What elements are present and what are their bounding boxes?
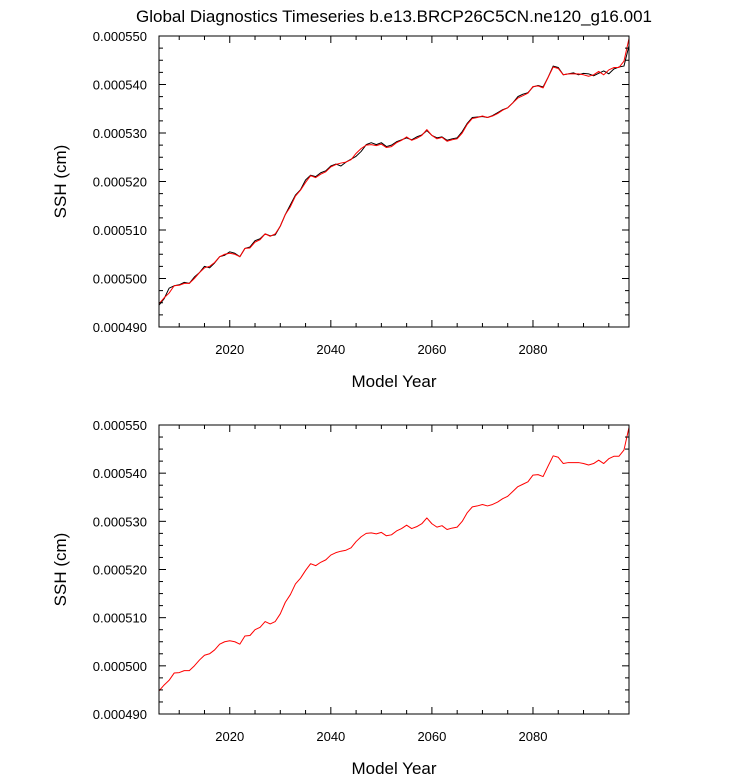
series-line-monthly bbox=[159, 45, 629, 306]
plot-frame bbox=[158, 35, 630, 328]
chart-panel-1: Global Diagnostics Timeseries b.e13.BRCP… bbox=[51, 7, 652, 391]
series-group bbox=[159, 427, 629, 692]
x-tick-label: 2020 bbox=[215, 729, 244, 744]
y-tick-label: 0.000540 bbox=[93, 78, 147, 93]
y-tick-label: 0.000550 bbox=[93, 418, 147, 433]
y-tick-label: 0.000510 bbox=[93, 611, 147, 626]
y-tick-label: 0.000540 bbox=[93, 466, 147, 481]
plot-frame bbox=[158, 424, 630, 715]
y-tick-label: 0.000500 bbox=[93, 659, 147, 674]
series-group bbox=[159, 38, 629, 306]
x-tick-label: 2040 bbox=[316, 342, 345, 357]
x-tick-label: 2040 bbox=[316, 729, 345, 744]
x-axis-title: Model Year bbox=[351, 372, 436, 391]
y-tick-label: 0.000520 bbox=[93, 563, 147, 578]
y-axis-title: SSH (cm) bbox=[51, 533, 70, 607]
y-tick-label: 0.000530 bbox=[93, 126, 147, 141]
y-tick-label: 0.000520 bbox=[93, 175, 147, 190]
series-line-annual-mean bbox=[159, 427, 629, 692]
y-axis-title: SSH (cm) bbox=[51, 145, 70, 219]
x-tick-label: 2060 bbox=[417, 729, 446, 744]
x-tick-label: 2020 bbox=[215, 342, 244, 357]
y-tick-label: 0.000490 bbox=[93, 320, 147, 335]
y-tick-label: 0.000530 bbox=[93, 514, 147, 529]
chart-title: Global Diagnostics Timeseries b.e13.BRCP… bbox=[136, 7, 652, 26]
x-axis-title: Model Year bbox=[351, 759, 436, 778]
x-tick-label: 2060 bbox=[417, 342, 446, 357]
y-tick-label: 0.000550 bbox=[93, 29, 147, 44]
y-tick-label: 0.000510 bbox=[93, 223, 147, 238]
x-tick-label: 2080 bbox=[519, 729, 548, 744]
y-tick-label: 0.000490 bbox=[93, 707, 147, 722]
x-tick-label: 2080 bbox=[519, 342, 548, 357]
y-tick-label: 0.000500 bbox=[93, 272, 147, 287]
chart-panel-2: 2020 2040 2060 2080 0.000490 0.000500 0.000510… bbox=[51, 418, 630, 778]
series-line-annual-mean bbox=[159, 38, 629, 305]
